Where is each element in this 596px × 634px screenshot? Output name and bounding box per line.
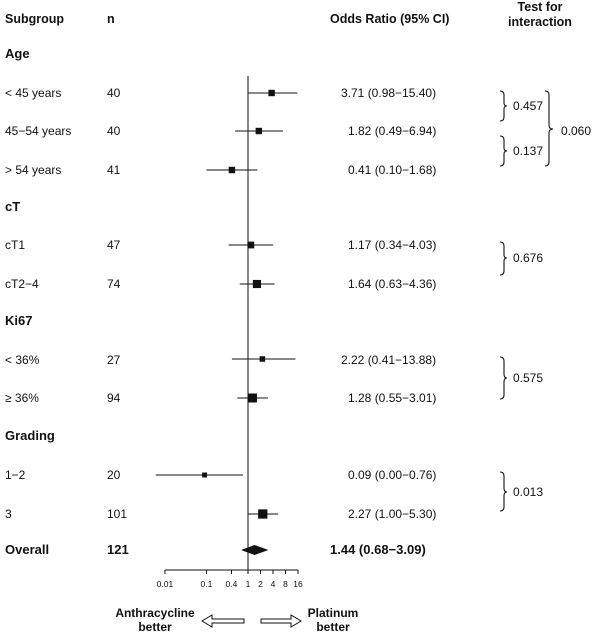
x-tick-label: 2: [258, 579, 263, 589]
bracket-age-2-3: [499, 135, 508, 167]
x-tick-label: 16: [293, 579, 303, 589]
point-estimate: [202, 472, 208, 478]
header-test-line1: Test for: [517, 0, 563, 14]
bracket-age-overall: [544, 90, 554, 167]
x-tick-label: 0.4: [226, 579, 238, 589]
point-estimate: [268, 89, 275, 97]
row-label: 3: [5, 507, 12, 521]
row-label: cT2−4: [5, 277, 39, 291]
point-estimate: [255, 127, 262, 135]
row-or-text: 0.41 (0.10−1.68): [348, 163, 437, 177]
point-estimate: [252, 279, 261, 289]
row-or-text: 0.09 (0.00−0.76): [348, 468, 437, 482]
row-label: 1−2: [5, 468, 26, 482]
row-label: < 45 years: [5, 86, 62, 100]
point-estimate: [259, 356, 266, 362]
overall-n: 121: [107, 542, 129, 557]
point-estimate: [228, 166, 236, 174]
bracket-grading: [499, 471, 508, 512]
row-n: 101: [107, 507, 128, 521]
x-tick-label: 1: [246, 579, 251, 589]
overall-diamond: [241, 545, 269, 555]
group-heading-ct: cT: [5, 199, 21, 214]
row-or-text: 3.71 (0.98−15.40): [341, 86, 437, 100]
header-n: n: [107, 12, 115, 26]
row-label: < 36%: [5, 353, 40, 367]
row-label: ≥ 36%: [5, 391, 39, 405]
row-or-text: 1.64 (0.63−4.36): [348, 277, 437, 291]
bracket-ct: [499, 241, 508, 276]
footer-right-line1: Platinum: [307, 606, 359, 620]
row-or-text: 2.27 (1.00−5.30): [348, 507, 437, 521]
row-n: 74: [107, 277, 121, 291]
header-odds-ratio: Odds Ratio (95% CI): [330, 12, 450, 26]
footer-left-line2: better: [138, 620, 172, 634]
footer-right-line2: better: [316, 620, 350, 634]
group-heading-grading: Grading: [5, 428, 55, 443]
overall-or-text: 1.44 (0.68−3.09): [330, 542, 426, 557]
arrow-left-icon: [201, 614, 245, 628]
footer-left-line1: Anthracycline: [115, 606, 195, 620]
x-tick-label: 4: [271, 579, 276, 589]
row-n: 47: [107, 238, 121, 252]
interaction-brackets: [499, 90, 554, 512]
row-or-text: 1.82 (0.49−6.94): [348, 124, 437, 138]
header-test-line2: interaction: [508, 15, 572, 29]
group-heading-ki67: Ki67: [5, 313, 33, 328]
interaction-p-age-overall: 0.060: [561, 124, 592, 138]
row-label: 45−54 years: [5, 124, 72, 138]
row-n: 27: [107, 353, 121, 367]
group-heading-age: Age: [5, 46, 30, 61]
interaction-p-age-2-3: 0.137: [513, 144, 544, 158]
row-label: cT1: [5, 238, 26, 252]
row-n: 40: [107, 86, 121, 100]
point-estimate: [258, 509, 268, 519]
point-estimate: [247, 393, 257, 403]
header-subgroup: Subgroup: [5, 12, 65, 26]
bracket-age-1-2: [499, 90, 508, 122]
row-or-text: 1.17 (0.34−4.03): [348, 238, 437, 252]
interaction-p-age-1-2: 0.457: [513, 99, 544, 113]
x-tick-label: 0.01: [157, 579, 174, 589]
row-n: 20: [107, 468, 121, 482]
row-n: 41: [107, 163, 121, 177]
overall-label: Overall: [5, 542, 50, 557]
row-or-text: 2.22 (0.41−13.88): [341, 353, 437, 367]
bracket-ki67: [499, 356, 508, 400]
x-tick-label: 8: [283, 579, 288, 589]
interaction-p-ct: 0.676: [513, 251, 544, 265]
row-n: 94: [107, 391, 121, 405]
row-or-text: 1.28 (0.55−3.01): [348, 391, 437, 405]
x-tick-label: 0.1: [201, 579, 213, 589]
row-n: 40: [107, 124, 121, 138]
interaction-p-grading: 0.013: [513, 485, 544, 499]
row-label: > 54 years: [5, 163, 62, 177]
interaction-p-ki67: 0.575: [513, 371, 544, 385]
point-estimate: [247, 241, 255, 249]
arrow-right-icon: [260, 614, 302, 628]
